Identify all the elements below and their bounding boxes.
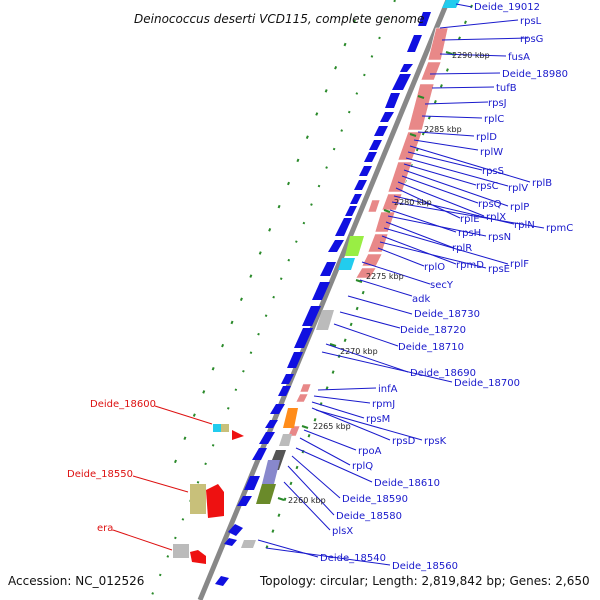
- gene-label[interactable]: rplC: [484, 114, 504, 125]
- gene-label[interactable]: adk: [412, 294, 430, 305]
- gene-label[interactable]: Deide_18610: [374, 478, 440, 489]
- kbp-tick: 2265 kbp: [313, 422, 351, 431]
- feature-orange: [283, 408, 298, 428]
- gene-label[interactable]: rpsH: [458, 228, 481, 239]
- gene-label[interactable]: tufB: [496, 83, 517, 94]
- gene-label[interactable]: rpsD: [392, 436, 416, 447]
- accession-text: Accession: NC_012526: [8, 574, 144, 588]
- gene-label[interactable]: Deide_18540: [320, 553, 386, 564]
- feature-lime: [345, 236, 364, 256]
- gene-label[interactable]: Deide_18580: [336, 511, 402, 522]
- gene-label[interactable]: rplN: [514, 220, 535, 231]
- gene-labels-right: Deide_19012 rpsL rpsG fusA Deide_18980 t…: [320, 2, 573, 572]
- gene-label[interactable]: Deide_18980: [502, 69, 568, 80]
- gene-label[interactable]: rplE: [460, 214, 480, 225]
- genome-backbone: [197, 0, 451, 600]
- gene-label[interactable]: rpsG: [520, 34, 543, 45]
- gene-label[interactable]: rplF: [510, 259, 529, 270]
- gene-label[interactable]: rplV: [508, 183, 528, 194]
- gene-label[interactable]: Deide_18730: [414, 309, 480, 320]
- gene-label[interactable]: rpsN: [488, 232, 511, 243]
- feature-gray-1: [316, 310, 334, 330]
- gene-label-left[interactable]: era: [97, 523, 113, 534]
- feature-lavender: [262, 460, 280, 484]
- gene-label[interactable]: Deide_18720: [400, 325, 466, 336]
- gene-label[interactable]: Deide_18560: [392, 561, 458, 572]
- gene-label[interactable]: rplW: [480, 147, 503, 158]
- gene-label[interactable]: rpmJ: [372, 399, 395, 410]
- forward-cds-track: [215, 12, 431, 586]
- gene-label[interactable]: rpsQ: [478, 199, 502, 210]
- kbp-tick: 2270 kbp: [340, 347, 378, 356]
- gene-label[interactable]: rplP: [510, 202, 529, 213]
- gene-label[interactable]: fusA: [508, 52, 530, 63]
- feature-cyan-top: [442, 0, 460, 8]
- gene-label[interactable]: rpmC: [546, 223, 573, 234]
- outer-dotted-track: [149, 0, 396, 600]
- kbp-tick: 2285 kbp: [424, 125, 462, 134]
- feature-gray-2: [279, 434, 292, 446]
- gene-label[interactable]: Deide_18700: [454, 378, 520, 389]
- gene-label-left[interactable]: Deide_18550: [67, 469, 133, 480]
- feature-cyan: [338, 258, 355, 270]
- gene-label[interactable]: rplB: [532, 178, 552, 189]
- gene-label[interactable]: infA: [378, 384, 398, 395]
- feature-olive: [256, 484, 276, 504]
- gene-label[interactable]: rpsE: [488, 264, 510, 275]
- kbp-ticks: 2290 kbp 2285 kbp 2280 kbp 2275 kbp 2270…: [288, 51, 490, 505]
- gene-label[interactable]: rpsM: [366, 414, 390, 425]
- gene-label-left[interactable]: Deide_18600: [90, 399, 156, 410]
- kbp-tick: 2290 kbp: [452, 51, 490, 60]
- gene-label[interactable]: rplO: [424, 262, 445, 273]
- kbp-tick: 2280 kbp: [394, 198, 432, 207]
- gene-label[interactable]: rplX: [486, 212, 506, 223]
- inner-dotted-track: [171, 19, 356, 471]
- leader-lines-left: [112, 405, 213, 551]
- gene-label[interactable]: secY: [430, 280, 454, 291]
- gene-label[interactable]: Deide_18590: [342, 494, 408, 505]
- gene-label[interactable]: Deide_18690: [410, 368, 476, 379]
- right-dotted-track: [261, 4, 473, 561]
- gene-label[interactable]: rplR: [452, 243, 472, 254]
- map-title: Deinococcus deserti VCD115, complete gen…: [134, 12, 424, 26]
- marker-dashes: [277, 51, 453, 501]
- genome-summary-text: Topology: circular; Length: 2,819,842 bp…: [259, 574, 590, 588]
- kbp-tick: 2260 kbp: [288, 496, 326, 505]
- kbp-tick: 2275 kbp: [366, 272, 404, 281]
- gene-label[interactable]: Deide_19012: [474, 2, 540, 13]
- gene-label[interactable]: rplD: [476, 132, 497, 143]
- gene-labels-left: Deide_18600 Deide_18550 era: [67, 399, 156, 534]
- gene-label[interactable]: rpsC: [476, 181, 499, 192]
- gene-label[interactable]: rplQ: [352, 461, 373, 472]
- gene-label[interactable]: rpsS: [482, 166, 504, 177]
- gene-label[interactable]: rpsK: [424, 436, 447, 447]
- feature-gray-3: [241, 540, 256, 548]
- reverse-features: [173, 424, 244, 564]
- gene-label[interactable]: rpmD: [456, 260, 484, 271]
- gene-label[interactable]: rpsJ: [488, 98, 507, 109]
- gene-label[interactable]: rpoA: [358, 446, 382, 457]
- gene-label[interactable]: plsX: [332, 526, 353, 537]
- gene-label[interactable]: rpsL: [520, 16, 542, 27]
- gene-label[interactable]: Deide_18710: [398, 342, 464, 353]
- leader-lines-right: [257, 3, 545, 566]
